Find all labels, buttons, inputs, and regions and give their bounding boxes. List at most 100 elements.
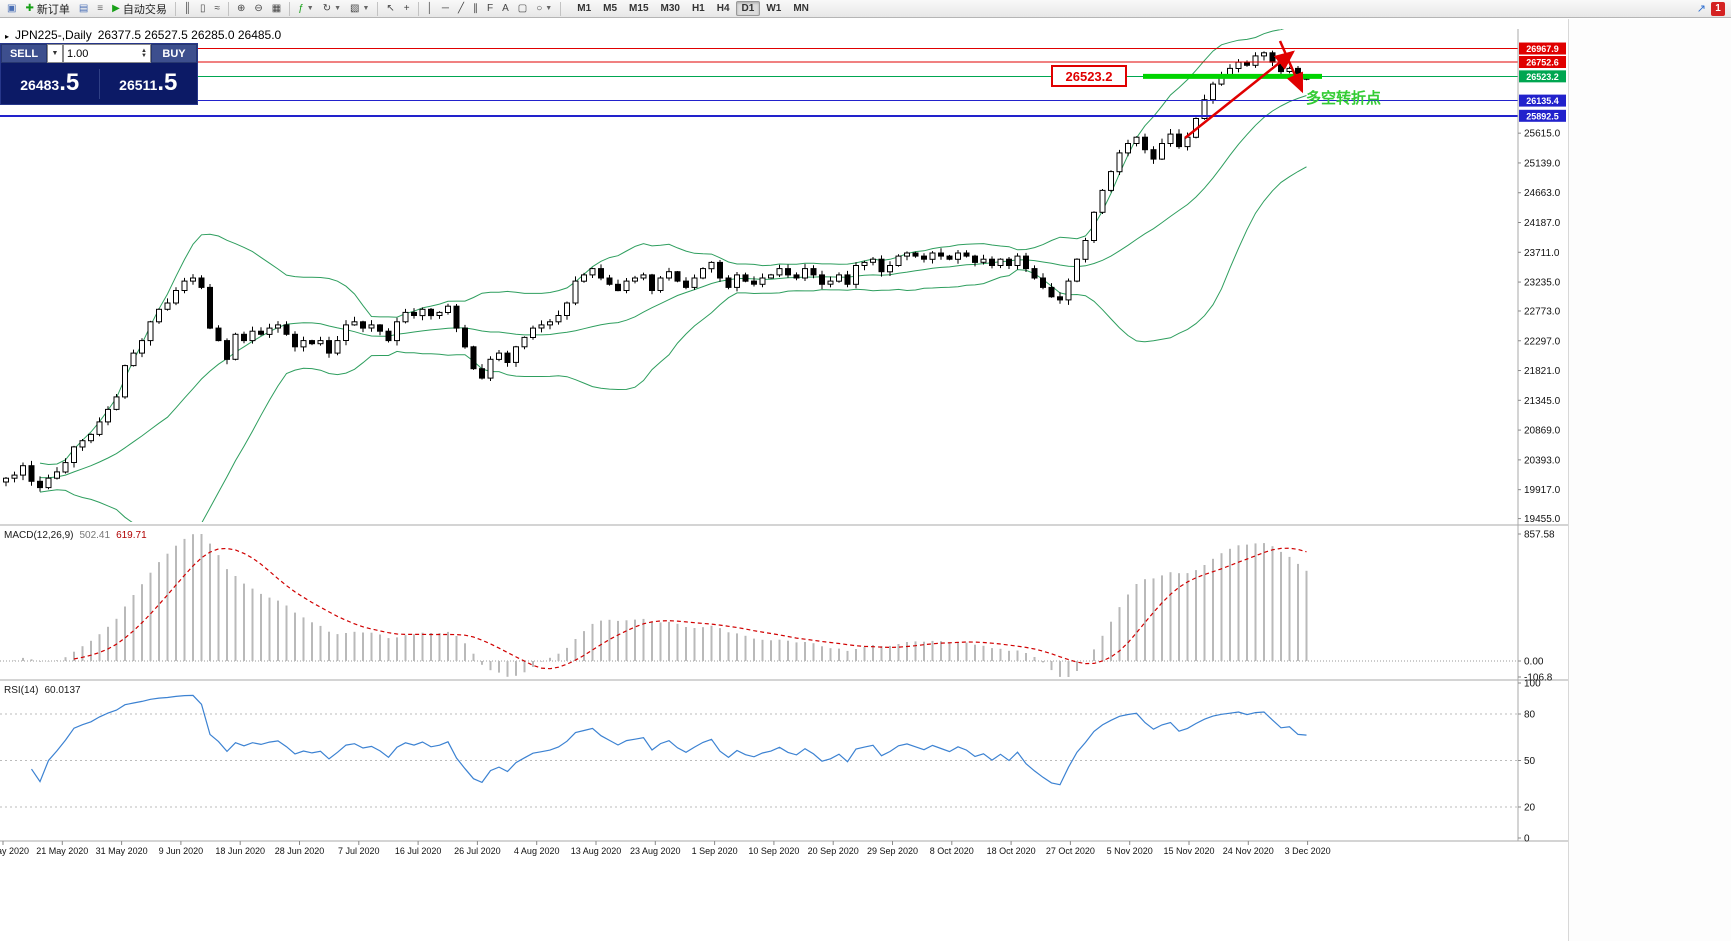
volume-value[interactable]: 1.00 [67,47,89,60]
workspace-empty-area [1568,19,1731,941]
svg-text:25892.5: 25892.5 [1526,111,1559,121]
svg-text:22773.0: 22773.0 [1524,306,1561,317]
period-cycle-icon[interactable]: ↻ ▼ [322,3,342,14]
publish-icon[interactable]: ↗ [1696,3,1706,15]
chart-list-icon[interactable]: ▤ [78,3,89,14]
svg-text:5 Nov 2020: 5 Nov 2020 [1107,846,1153,856]
svg-text:26523.2: 26523.2 [1526,72,1559,82]
zoom-out-icon[interactable]: ⊖ [254,3,263,14]
svg-text:24 Nov 2020: 24 Nov 2020 [1223,846,1274,856]
notification-badge[interactable]: 1 [1711,1,1725,16]
chart-window[interactable]: 26523.2 多空转折点 25615.0 25139.0 24663.0 24187.0… [0,19,1568,941]
svg-text:26523.2: 26523.2 [1066,69,1113,84]
chart-canvas[interactable]: 26523.2 多空转折点 25615.0 25139.0 24663.0 24187.0… [0,19,1568,861]
svg-text:8 Oct 2020: 8 Oct 2020 [930,846,974,856]
macd-axis[interactable]: 857.58 0.00 -106.8 [1518,530,1555,684]
one-click-trading-panel: SELL ▼ 1.00 ▲ ▼ BUY 26483.5 26511.5 [0,43,198,105]
svg-text:20869.0: 20869.0 [1524,426,1561,437]
label-icon[interactable]: ▢ [517,3,528,14]
svg-text:21 May 2020: 21 May 2020 [36,846,88,856]
crosshair-icon[interactable]: + [403,3,410,14]
trendline-icon[interactable]: ╱ [457,3,465,14]
rsi-panel [0,694,1518,808]
svg-text:0: 0 [1524,834,1530,845]
timeframe-m30[interactable]: M30 [660,3,680,14]
macd-name: MACD(12,26,9) [4,530,74,541]
templates-icon[interactable]: ▧ ▼ [350,3,370,14]
tile-windows-icon[interactable]: ▦ [271,3,282,14]
rsi-value: 60.0137 [44,685,81,696]
svg-text:16 Jul 2020: 16 Jul 2020 [395,846,442,856]
svg-text:21345.0: 21345.0 [1524,396,1561,407]
volume-down-button[interactable]: ▼ [141,52,147,59]
bollinger-bands-layer [39,29,1307,522]
timeframe-d1[interactable]: D1 [735,1,761,16]
rsi-line [31,694,1307,786]
chart-title: ▸ JPN225-,Daily 26377.5 26527.5 26285.0 … [5,28,281,42]
svg-text:26967.9: 26967.9 [1526,44,1559,54]
profiles-icon[interactable]: ≡ [97,3,104,14]
chart-ohlc-values: 26377.5 26527.5 26285.0 26485.0 [97,28,282,42]
svg-text:21821.0: 21821.0 [1524,366,1561,377]
auto-trading-button[interactable]: ▶ 自动交易 [112,3,167,16]
sell-button[interactable]: SELL [1,44,47,63]
text-icon[interactable]: A [502,3,509,14]
timeframe-m5[interactable]: M5 [603,3,618,14]
timeframe-m15[interactable]: M15 [629,3,649,14]
svg-text:28 Jun 2020: 28 Jun 2020 [275,846,325,856]
svg-text:27 Oct 2020: 27 Oct 2020 [1046,846,1095,856]
macd-indicator-label: MACD(12,26,9) 502.41 619.71 [4,530,147,541]
svg-text:80: 80 [1524,710,1536,721]
candles-layer [3,50,1310,492]
timeframe-h1[interactable]: H1 [691,3,705,14]
zoom-in-icon[interactable]: ⊕ [236,3,246,14]
toolbar-separator [174,1,176,16]
price-axis[interactable]: 25615.0 25139.0 24663.0 24187.0 23711.0 23235… [1518,42,1566,526]
toolbar-separator [289,1,291,16]
fibonacci-icon[interactable]: F [487,3,494,14]
timeframe-mn[interactable]: MN [793,3,809,14]
svg-text:857.58: 857.58 [1524,530,1555,541]
volume-field[interactable]: 1.00 ▲ ▼ [63,44,151,63]
bar-chart-icon[interactable]: ║ [183,3,191,14]
price-lines-layer[interactable] [0,48,1518,117]
macd-histogram [13,534,1308,677]
svg-text:19917.0: 19917.0 [1524,485,1561,496]
svg-text:25139.0: 25139.0 [1524,158,1561,169]
chart-window-icon[interactable]: ▣ [7,3,17,14]
timeframe-m1[interactable]: M1 [577,3,592,14]
svg-text:50: 50 [1524,756,1536,767]
vertical-line-icon[interactable]: │ [426,3,433,14]
annotations-layer[interactable]: 26523.2 多空转折点 [1051,40,1381,139]
sell-price-button[interactable]: 26483.5 [20,68,80,96]
toolbar-right-group: ↗ 1 [1696,1,1728,16]
timeframe-h4[interactable]: H4 [716,3,730,14]
candle-chart-icon[interactable]: ▯ [199,3,206,14]
svg-text:4 Aug 2020: 4 Aug 2020 [514,846,560,856]
rsi-axis[interactable]: 100 80 50 20 0 [1518,679,1541,845]
svg-text:10 Sep 2020: 10 Sep 2020 [748,846,799,856]
svg-text:0.00: 0.00 [1524,657,1544,668]
indicators-icon[interactable]: ƒ ▼ [298,3,314,14]
new-order-button[interactable]: ✚ 新订单 [25,3,70,16]
timeframe-group: M1 M5 M15 M30 H1 H4 D1 W1 MN [571,1,815,16]
shapes-icon[interactable]: ○ ▼ [536,3,553,14]
svg-text:15 Nov 2020: 15 Nov 2020 [1163,846,1214,856]
buy-price-button[interactable]: 26511.5 [119,68,178,96]
buy-button[interactable]: BUY [151,44,197,63]
timeframe-w1[interactable]: W1 [766,3,782,14]
svg-text:3 Dec 2020: 3 Dec 2020 [1285,846,1331,856]
volume-dropdown-button[interactable]: ▼ [47,44,63,63]
channel-icon[interactable]: ∥ [473,3,479,14]
toolbar: ▣ ✚ 新订单 ▤ ≡ ▶ 自动交易 ║ ▯ ≈ ⊕ ⊖ ▦ ƒ ▼ ↻ ▼ ▧ ▼ ↖ + │ ─ ╱ ∥ F A ▢ ○ ▼ M1 M5 M… [0,0,1731,18]
time-axis[interactable]: 12 May 2020 21 May 2020 31 May 2020 9 Jun 2… [0,841,1331,856]
horizontal-line-icon[interactable]: ─ [441,3,449,14]
svg-text:1 Sep 2020: 1 Sep 2020 [692,846,738,856]
svg-text:20 Sep 2020: 20 Sep 2020 [808,846,859,856]
cursor-icon[interactable]: ↖ [386,3,395,14]
svg-text:29 Sep 2020: 29 Sep 2020 [867,846,918,856]
volume-up-button[interactable]: ▲ [141,47,147,54]
symbol-collapse-icon[interactable]: ▸ [5,32,10,41]
line-chart-icon[interactable]: ≈ [214,3,220,14]
